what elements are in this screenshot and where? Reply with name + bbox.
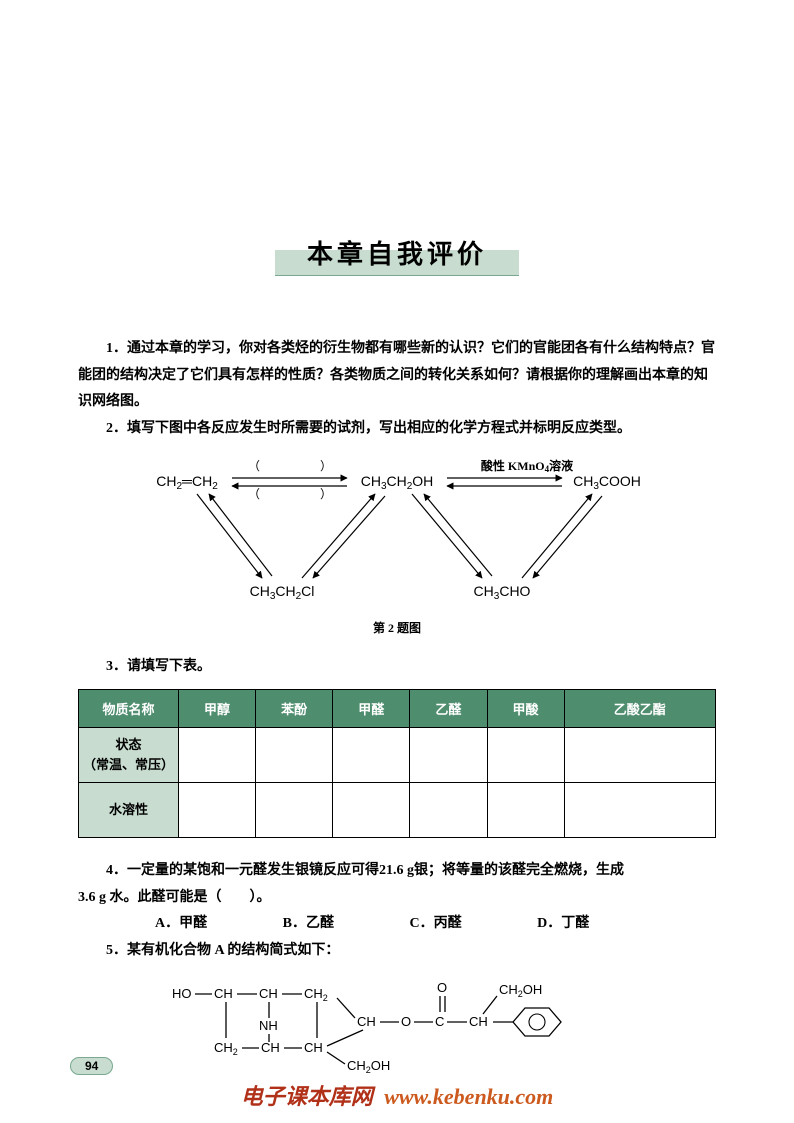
row-header-1: 水溶性 (79, 782, 179, 837)
cell (179, 782, 256, 837)
table-header-row: 物质名称 甲醇 苯酚 甲醛 乙醛 甲酸 乙酸乙酯 (79, 689, 716, 727)
th-3: 甲醛 (333, 689, 410, 727)
svg-text:CH: CH (259, 986, 278, 1001)
svg-text:CH: CH (214, 986, 233, 1001)
reaction-diagram: CH2═CH2 CH3CH2OH CH3COOH CH3CH2Cl CH3CHO… (78, 456, 716, 611)
svg-text:HO: HO (172, 986, 192, 1001)
option-c: C．丙醛 (409, 911, 461, 938)
question-4a: 4．一定量的某饱和一元醛发生银镜反应可得21.6 g银；将等量的该醛完全燃烧，生… (78, 858, 716, 885)
watermark: 电子课本库网 www.kebenku.com (0, 1079, 794, 1111)
structure-diagram: HO CH CH CH2 NH CH2 CH CH CH2OH CH (78, 970, 716, 1085)
table-row: 水溶性 (79, 782, 716, 837)
question-4b: 3.6 g 水。此醛可能是（ ）。 (78, 885, 716, 912)
svg-text:C: C (435, 1014, 444, 1029)
th-2: 苯酚 (256, 689, 333, 727)
cell (564, 727, 715, 782)
watermark-cn: 电子课本库网 (241, 1084, 373, 1109)
chapter-title-wrap: 本章自我评价 (78, 230, 716, 276)
th-4: 乙醛 (410, 689, 487, 727)
svg-text:CH2: CH2 (214, 1040, 238, 1057)
table-row: 状态（常温、常压） (79, 727, 716, 782)
diagram-node-3: CH3COOH (573, 473, 641, 492)
cell (487, 782, 564, 837)
svg-text:CH2OH: CH2OH (499, 982, 542, 999)
svg-text:CH2OH: CH2OH (347, 1058, 390, 1075)
svg-text:CH2: CH2 (304, 986, 328, 1003)
chapter-title: 本章自我评价 (275, 230, 519, 276)
diagram-node-1: CH2═CH2 (156, 473, 218, 492)
svg-text:O: O (437, 980, 447, 995)
cell (179, 727, 256, 782)
th-0: 物质名称 (79, 689, 179, 727)
cell (256, 782, 333, 837)
properties-table: 物质名称 甲醇 苯酚 甲醛 乙醛 甲酸 乙酸乙酯 状态（常温、常压） 水溶性 (78, 689, 716, 838)
option-d: D．丁醛 (537, 911, 589, 938)
page-number: 94 (70, 1057, 113, 1075)
th-6: 乙酸乙酯 (564, 689, 715, 727)
svg-text:CH: CH (261, 1040, 280, 1055)
svg-text:CH: CH (304, 1040, 323, 1055)
page-number-wrap: 94 (70, 1057, 113, 1075)
option-a: A．甲醛 (155, 911, 207, 938)
cell (564, 782, 715, 837)
cell (333, 782, 410, 837)
cell (410, 727, 487, 782)
th-1: 甲醇 (179, 689, 256, 727)
svg-text:（ ）: （ ） (248, 459, 332, 473)
cell (256, 727, 333, 782)
th-5: 甲酸 (487, 689, 564, 727)
question-3: 3．请填写下表。 (78, 654, 716, 681)
cell (410, 782, 487, 837)
watermark-url: www.kebenku.com (384, 1084, 553, 1109)
svg-text:NH: NH (259, 1018, 278, 1033)
svg-text:（ ）: （ ） (248, 487, 332, 501)
question-1: 1．通过本章的学习，你对各类烃的衍生物都有哪些新的认识？它们的官能团各有什么结构… (78, 336, 716, 416)
svg-text:CH: CH (469, 1014, 488, 1029)
cell (333, 727, 410, 782)
question-2: 2．填写下图中各反应发生时所需要的试剂，写出相应的化学方程式并标明反应类型。 (78, 416, 716, 443)
diagram-node-5: CH3CHO (474, 583, 531, 602)
svg-text:O: O (401, 1014, 411, 1029)
question-5: 5．某有机化合物 A 的结构简式如下： (78, 938, 716, 965)
q4-options: A．甲醛 B．乙醛 C．丙醛 D．丁醛 (78, 911, 716, 938)
diagram-node-2: CH3CH2OH (361, 473, 434, 492)
svg-text:CH: CH (357, 1014, 376, 1029)
row-header-0: 状态（常温、常压） (79, 727, 179, 782)
cell (487, 727, 564, 782)
option-b: B．乙醛 (283, 911, 334, 938)
diagram-caption: 第 2 题图 (78, 619, 716, 636)
svg-text:酸性 KMnO4溶液: 酸性 KMnO4溶液 (481, 458, 573, 474)
diagram-node-4: CH3CH2Cl (250, 583, 315, 602)
